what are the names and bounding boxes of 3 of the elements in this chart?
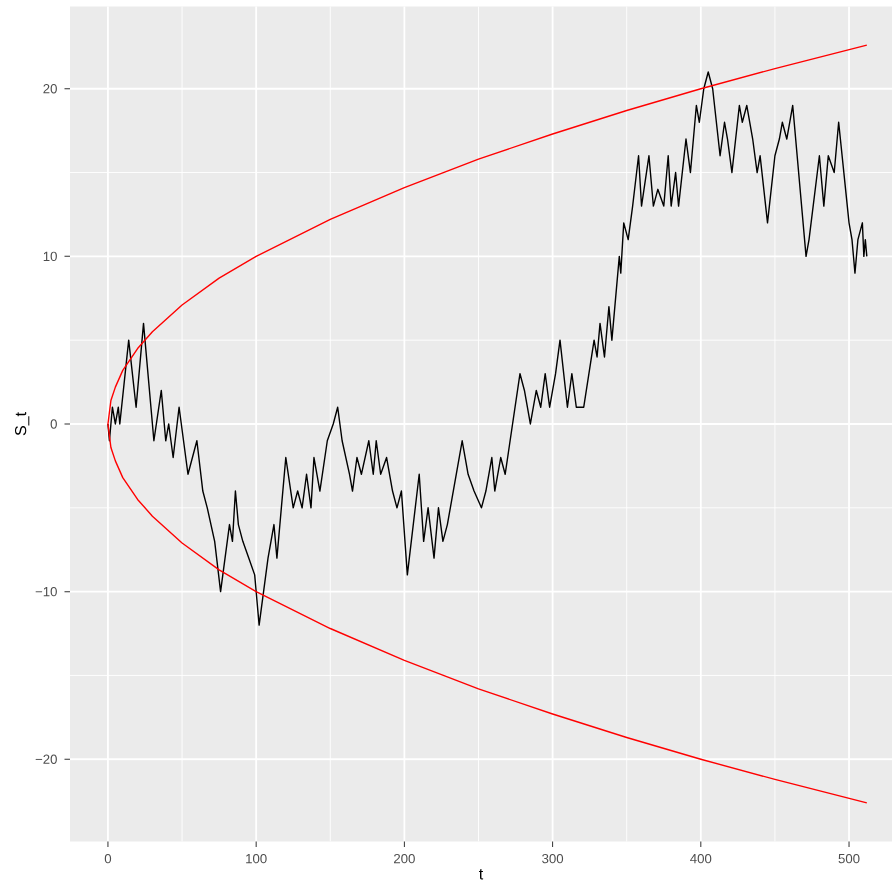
y-axis-title: S_t xyxy=(14,412,30,436)
line-series xyxy=(107,44,868,804)
x-axis-title: t xyxy=(479,869,484,880)
